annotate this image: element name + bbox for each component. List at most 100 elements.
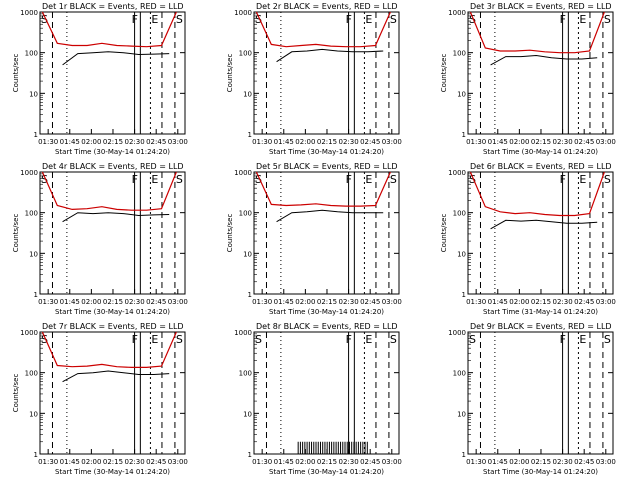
events-series-line <box>276 48 384 63</box>
x-tick-label: 01:45 <box>488 298 508 306</box>
y-axis-label: Counts/sec <box>440 54 448 93</box>
marker-label: F <box>560 13 566 26</box>
y-axis-label: Counts/sec <box>226 54 234 93</box>
y-tick-label: 100 <box>25 50 38 58</box>
y-tick-label: 1000 <box>20 329 38 337</box>
x-tick-label: 01:30 <box>38 298 58 306</box>
plot-frame <box>253 171 400 295</box>
panel-title: Det 6r BLACK = Events, RED = LLD <box>470 162 612 171</box>
x-tick-label: 02:15 <box>103 138 123 146</box>
marker-label: E <box>579 13 586 26</box>
x-tick-label: 02:30 <box>124 138 144 146</box>
panel-det-2: Det 2r BLACK = Events, RED = LLD 1 10 100 10… <box>226 2 402 156</box>
x-tick-label: 02:15 <box>317 458 337 466</box>
y-axis-label: Counts/sec <box>12 214 20 253</box>
y-tick-label: 10 <box>243 410 252 418</box>
x-tick-label: 02:00 <box>509 458 529 466</box>
x-tick-label: 01:30 <box>38 458 58 466</box>
panel-det-1: Det 1r BLACK = Events, RED = LLD 1 10 100 10… <box>12 2 188 156</box>
panel-title: Det 4r BLACK = Events, RED = LLD <box>42 162 184 171</box>
x-tick-label: 01:30 <box>38 138 58 146</box>
x-tick-label: 03:00 <box>596 458 616 466</box>
x-tick-label: 02:30 <box>124 458 144 466</box>
y-tick-label: 1 <box>34 451 38 459</box>
x-tick-label: 02:00 <box>295 298 315 306</box>
x-axis-label: Start Time (30-May-14 01:24:20) <box>55 468 170 476</box>
marker-label: E <box>151 13 158 26</box>
lld-series-line <box>41 331 177 368</box>
y-tick-label: 1000 <box>234 329 252 337</box>
y-tick-label: 1 <box>462 291 466 299</box>
plot-frame <box>39 171 186 295</box>
marker-label: S <box>41 13 48 26</box>
y-tick-label: 1000 <box>448 9 466 17</box>
panel-det-9: Det 9r BLACK = Events, RED = LLD 1 10 100 10… <box>448 322 616 476</box>
x-tick-label: 03:00 <box>382 458 402 466</box>
x-tick-label: 01:30 <box>466 458 486 466</box>
x-tick-label: 02:15 <box>317 138 337 146</box>
lld-series-line <box>255 11 391 48</box>
marker-label: E <box>365 13 372 26</box>
marker-label: S <box>255 173 262 186</box>
marker-label: S <box>41 173 48 186</box>
y-tick-label: 100 <box>453 210 466 218</box>
panel-title: Det 2r BLACK = Events, RED = LLD <box>256 2 398 11</box>
y-tick-label: 1000 <box>20 169 38 177</box>
x-tick-label: 01:45 <box>274 298 294 306</box>
marker-label: E <box>579 333 586 346</box>
marker-label: S <box>390 173 397 186</box>
marker-label: S <box>469 13 476 26</box>
x-tick-label: 02:45 <box>574 298 594 306</box>
plot-frame <box>39 331 186 455</box>
plot-frame <box>467 331 614 455</box>
x-axis-label: Start Time (30-May-14 01:24:20) <box>55 148 170 156</box>
lld-series-line <box>255 171 391 207</box>
x-axis-label: Start Time (31-May-14 01:24:20) <box>483 308 598 316</box>
x-axis-label: Start Time (30-May-14 01:24:20) <box>55 308 170 316</box>
marker-label: E <box>579 173 586 186</box>
y-tick-label: 100 <box>453 50 466 58</box>
x-tick-label: 02:45 <box>360 298 380 306</box>
marker-label: S <box>390 13 397 26</box>
x-tick-label: 02:30 <box>552 298 572 306</box>
marker-label: S <box>255 333 262 346</box>
marker-label: E <box>151 333 158 346</box>
y-tick-label: 100 <box>239 210 252 218</box>
events-series-line <box>490 219 598 230</box>
x-tick-label: 01:30 <box>466 138 486 146</box>
x-tick-label: 02:45 <box>574 138 594 146</box>
x-tick-label: 01:30 <box>252 458 272 466</box>
x-tick-label: 01:30 <box>252 138 272 146</box>
x-tick-label: 01:45 <box>60 298 80 306</box>
panel-det-4: Det 4r BLACK = Events, RED = LLD 1 10 100 10… <box>12 162 188 316</box>
y-tick-label: 100 <box>239 370 252 378</box>
marker-label: E <box>365 333 372 346</box>
x-tick-label: 02:45 <box>146 458 166 466</box>
y-axis-label: Counts/sec <box>12 54 20 93</box>
x-tick-label: 02:00 <box>509 298 529 306</box>
events-series-line <box>276 209 384 223</box>
x-tick-label: 02:30 <box>338 458 358 466</box>
y-tick-label: 100 <box>25 370 38 378</box>
x-axis-label: Start Time (30-May-14 01:24:20) <box>483 148 598 156</box>
x-axis-label: Start Time (30-May-14 01:24:20) <box>483 468 598 476</box>
panel-title: Det 5r BLACK = Events, RED = LLD <box>256 162 398 171</box>
panel-title: Det 3r BLACK = Events, RED = LLD <box>470 2 612 11</box>
panel-det-8: Det 8r BLACK = Events, RED = LLD 1 10 100 10… <box>234 322 402 476</box>
x-tick-label: 01:45 <box>488 458 508 466</box>
events-series-line <box>490 54 598 66</box>
x-tick-label: 02:30 <box>124 298 144 306</box>
x-tick-label: 03:00 <box>596 138 616 146</box>
y-tick-label: 1000 <box>448 329 466 337</box>
plot-frame <box>253 11 400 135</box>
lld-series-line <box>469 11 605 54</box>
x-tick-label: 02:00 <box>295 138 315 146</box>
x-axis-label: Start Time (30-May-14 01:24:20) <box>269 468 384 476</box>
marker-label: S <box>469 333 476 346</box>
events-series-line <box>62 212 170 223</box>
y-tick-label: 10 <box>29 90 38 98</box>
x-tick-label: 02:30 <box>338 298 358 306</box>
marker-label: F <box>346 173 352 186</box>
y-tick-label: 1 <box>248 451 252 459</box>
y-tick-label: 100 <box>239 50 252 58</box>
